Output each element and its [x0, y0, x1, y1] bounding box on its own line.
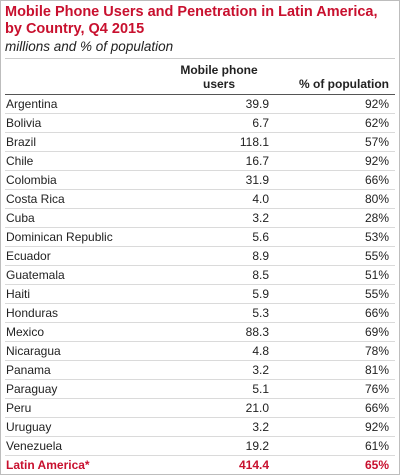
country-cell: Dominican Republic: [5, 227, 169, 247]
country-cell: Uruguay: [5, 417, 169, 437]
penetration-cell: 69%: [269, 322, 395, 342]
title: Mobile Phone Users and Penetration in La…: [5, 4, 378, 37]
users-cell: 5.3: [169, 303, 269, 323]
penetration-cell: 80%: [269, 189, 395, 209]
penetration-cell: 55%: [269, 284, 395, 304]
country-cell: Peru: [5, 398, 169, 418]
table-row: Honduras 5.3 66%: [5, 303, 395, 323]
users-cell: 8.9: [169, 246, 269, 266]
country-cell: Ecuador: [5, 246, 169, 266]
country-cell: Colombia: [5, 170, 169, 190]
users-cell: 8.5: [169, 265, 269, 285]
table-row: Colombia 31.9 66%: [5, 170, 395, 190]
penetration-cell: 78%: [269, 341, 395, 361]
country-cell: Panama: [5, 360, 169, 380]
table-body: Argentina 39.9 92% Bolivia 6.7 62% Brazil 118.1…: [5, 94, 395, 475]
penetration-cell: 92%: [269, 151, 395, 171]
users-cell: 31.9: [169, 170, 269, 190]
table-row: Paraguay 5.1 76%: [5, 379, 395, 399]
country-cell: Costa Rica: [5, 189, 169, 209]
column-header: % of population: [269, 58, 395, 95]
penetration-cell: 51%: [269, 265, 395, 285]
table-row: Haiti 5.9 55%: [5, 284, 395, 304]
country-cell: Cuba: [5, 208, 169, 228]
penetration-cell: 92%: [269, 417, 395, 437]
table-row: Peru 21.0 66%: [5, 398, 395, 418]
users-cell: 3.2: [169, 417, 269, 437]
penetration-cell: 66%: [269, 303, 395, 323]
country-cell: Chile: [5, 151, 169, 171]
column-header: [5, 58, 169, 95]
country-cell: Honduras: [5, 303, 169, 323]
country-cell: Latin America*: [6, 458, 90, 472]
users-cell: 19.2: [169, 436, 269, 456]
penetration-cell: 66%: [269, 170, 395, 190]
country-cell: Venezuela: [5, 436, 169, 456]
table-row: Uruguay 3.2 92%: [5, 417, 395, 437]
country-cell: Bolivia: [5, 113, 169, 133]
penetration-cell: 65%: [364, 458, 389, 472]
data-table: Mobile phone users % of population Argen…: [5, 58, 395, 474]
users-cell: 39.9: [169, 94, 269, 114]
header-row: Mobile phone users % of population: [5, 58, 395, 95]
country-cell: Brazil: [5, 132, 169, 152]
penetration-cell: 66%: [269, 398, 395, 418]
table-row: Dominican Republic 5.6 53%: [5, 227, 395, 247]
penetration-cell: 28%: [269, 208, 395, 228]
column-header: Mobile phone users: [169, 58, 269, 95]
country-cell: Mexico: [5, 322, 169, 342]
table-row: Nicaragua 4.8 78%: [5, 341, 395, 361]
users-cell: 414.4: [238, 458, 269, 472]
users-cell: 6.7: [169, 113, 269, 133]
users-cell: 5.9: [169, 284, 269, 304]
subtitle: millions and % of population: [5, 39, 174, 54]
users-cell: 3.2: [169, 208, 269, 228]
table-row: Latin America* 414.4 65%: [5, 456, 395, 475]
users-cell: 4.8: [169, 341, 269, 361]
users-cell: 16.7: [169, 151, 269, 171]
table-row: Brazil 118.1 57%: [5, 132, 395, 152]
users-cell: 4.0: [169, 189, 269, 209]
table-row: Costa Rica 4.0 80%: [5, 189, 395, 209]
table-row: Chile 16.7 92%: [5, 151, 395, 171]
users-cell: 88.3: [169, 322, 269, 342]
table-row: Panama 3.2 81%: [5, 360, 395, 380]
country-cell: Guatemala: [5, 265, 169, 285]
country-cell: Haiti: [5, 284, 169, 304]
penetration-cell: 61%: [269, 436, 395, 456]
penetration-cell: 55%: [269, 246, 395, 266]
users-cell: 5.1: [169, 379, 269, 399]
users-cell: 118.1: [169, 132, 269, 152]
users-cell: 3.2: [169, 360, 269, 380]
table-row: Guatemala 8.5 51%: [5, 265, 395, 285]
table-row: Argentina 39.9 92%: [5, 94, 395, 114]
table-row: Venezuela 19.2 61%: [5, 436, 395, 456]
table-row: Ecuador 8.9 55%: [5, 246, 395, 266]
users-cell: 5.6: [169, 227, 269, 247]
penetration-cell: 92%: [269, 94, 395, 114]
penetration-cell: 81%: [269, 360, 395, 380]
penetration-cell: 76%: [269, 379, 395, 399]
penetration-cell: 57%: [269, 132, 395, 152]
users-cell: 21.0: [169, 398, 269, 418]
table-row: Bolivia 6.7 62%: [5, 113, 395, 133]
country-cell: Paraguay: [5, 379, 169, 399]
country-cell: Argentina: [5, 94, 169, 114]
table-row: Mexico 88.3 69%: [5, 322, 395, 342]
table-row: Cuba 3.2 28%: [5, 208, 395, 228]
penetration-cell: 62%: [269, 113, 395, 133]
penetration-cell: 53%: [269, 227, 395, 247]
country-cell: Nicaragua: [5, 341, 169, 361]
